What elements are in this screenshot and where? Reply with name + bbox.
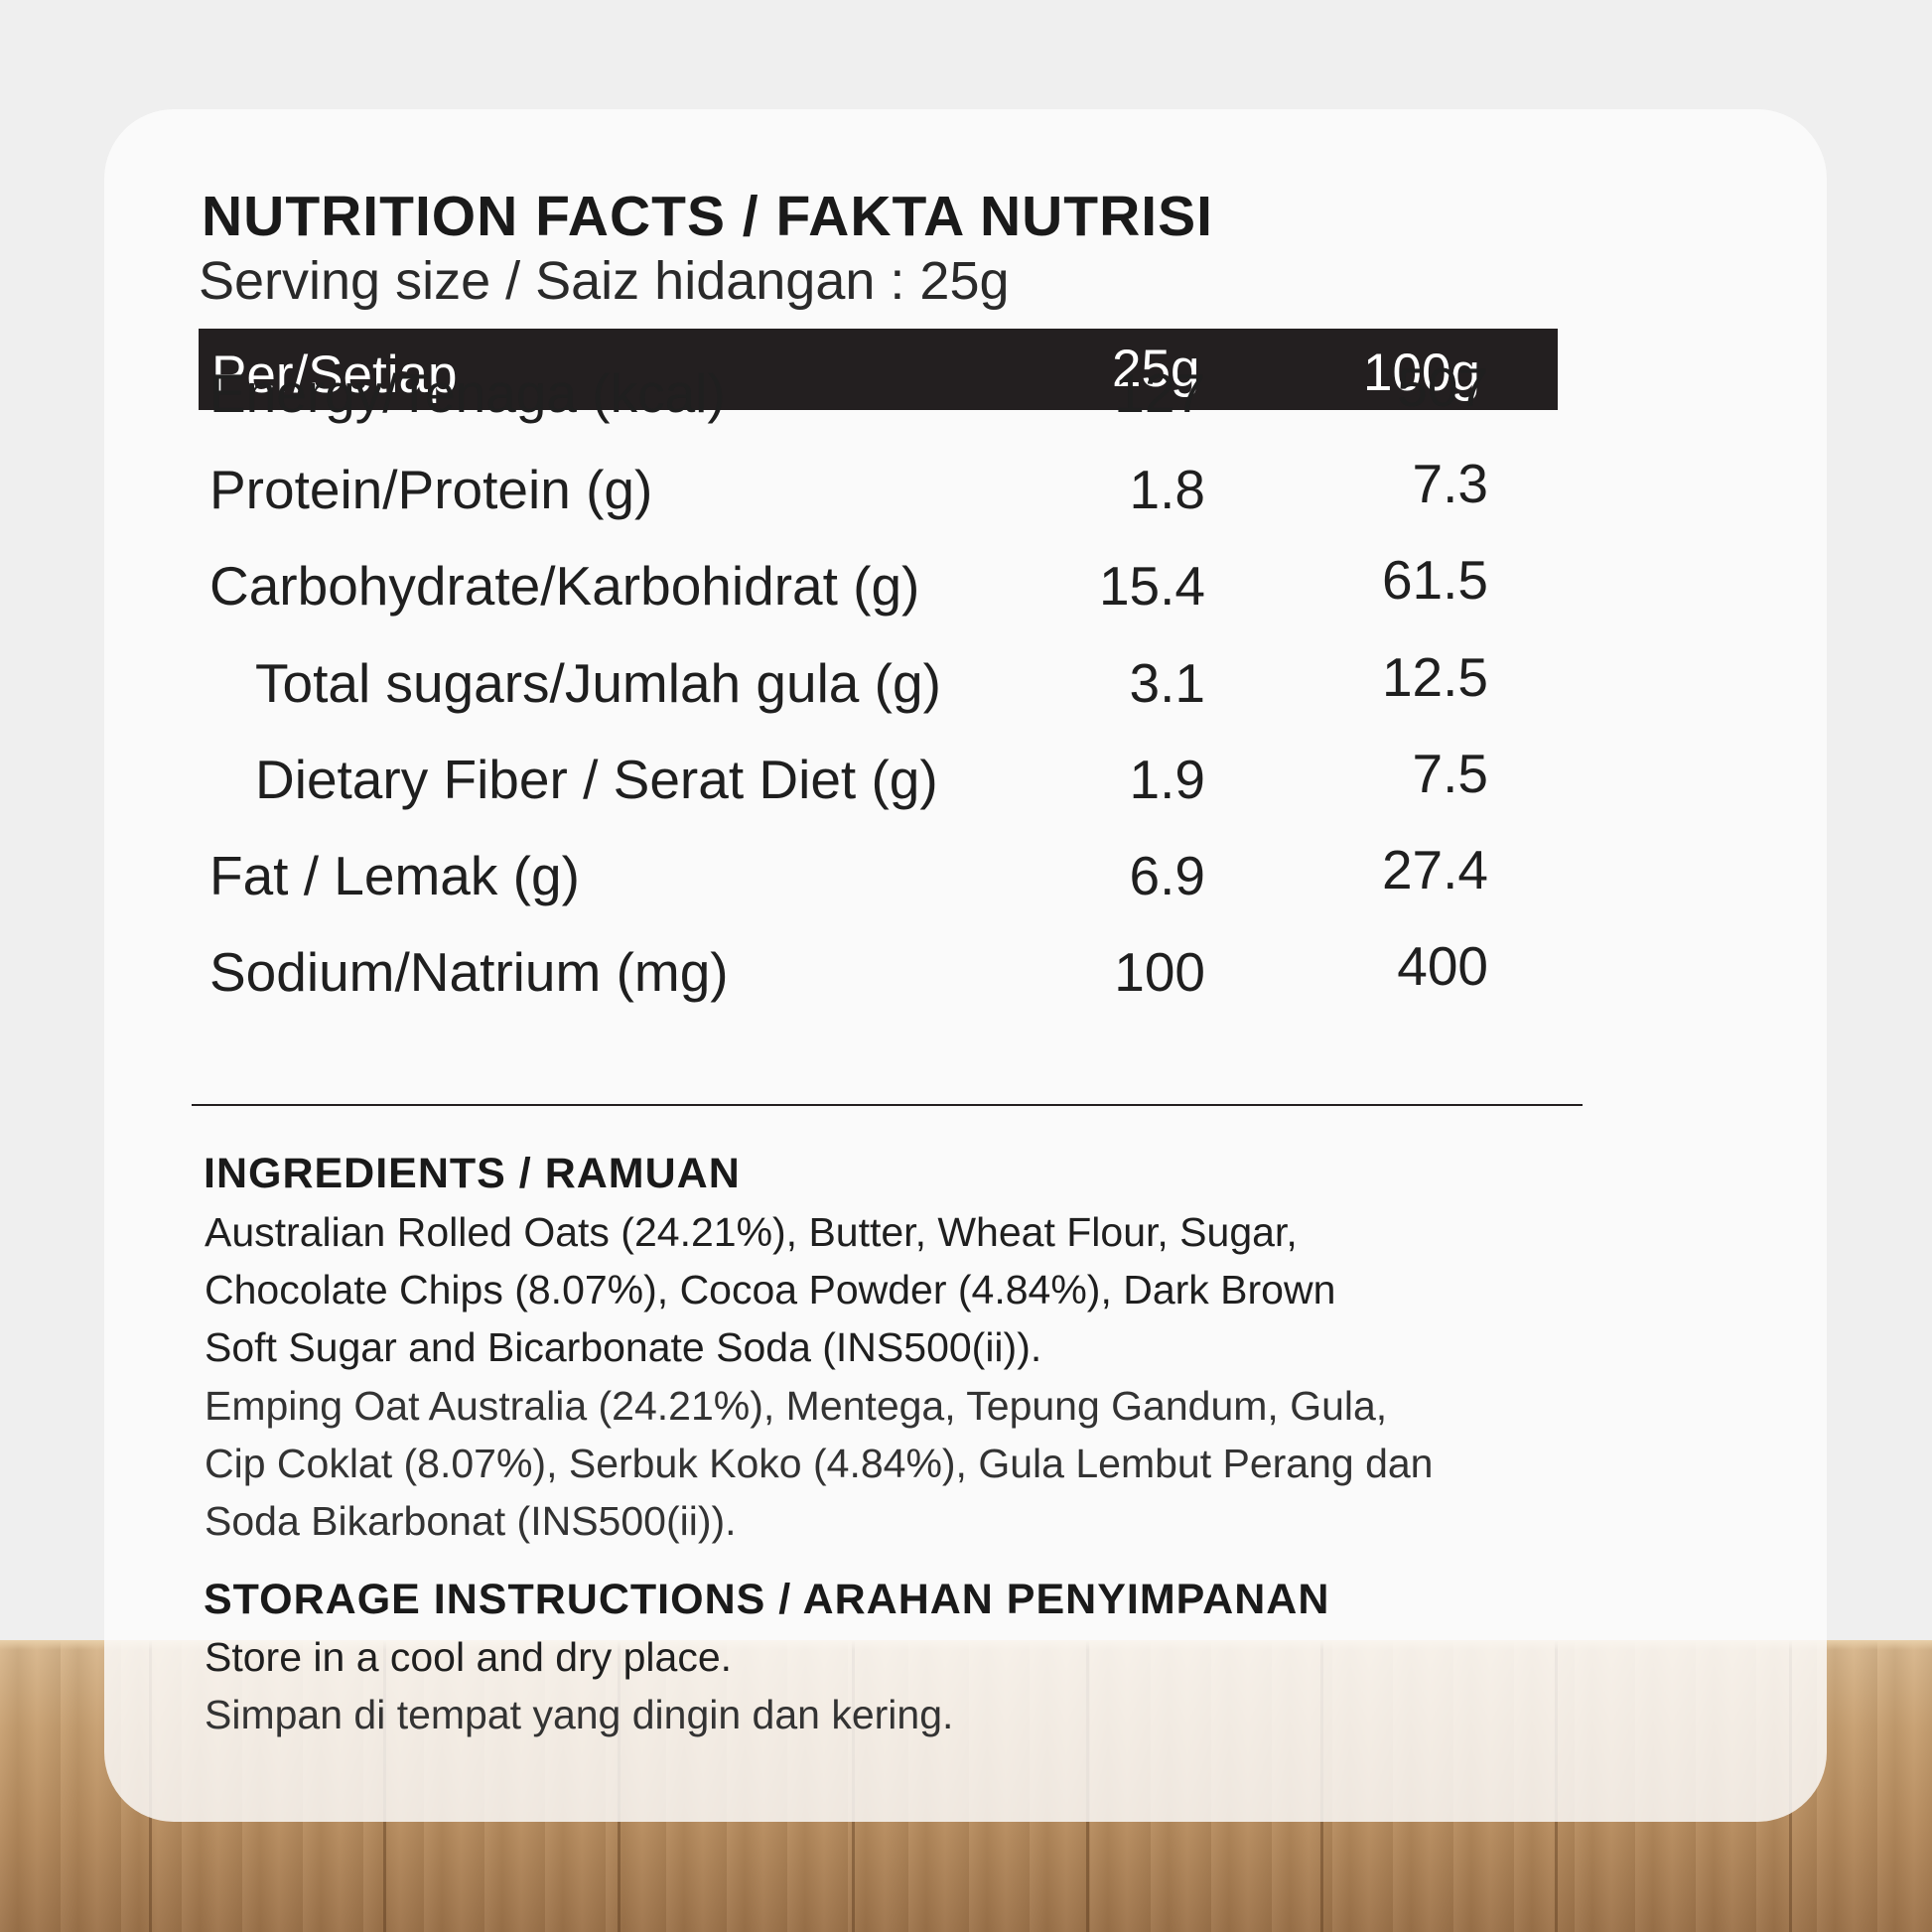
header-col-100g: 100g [1363,344,1480,402]
row-label: Energy/Tenaga (kcal) [209,362,726,424]
row-label: Protein/Protein (g) [209,459,653,520]
row-label: Total sugars/Jumlah gula (g) [255,652,941,714]
serving-size: Serving size / Saiz hidangan : 25g [199,251,1010,311]
row-value-25g: 6.9 [1129,845,1205,906]
ingredients-malay: Emping Oat Australia (24.21%), Mentega, … [205,1377,1434,1550]
row-label: Sodium/Natrium (mg) [209,941,729,1003]
row-value-25g: 100 [1114,941,1205,1003]
table-row-fat: Fat / Lemak (g) 6.9 27.4 [199,839,1558,913]
ingredients-malay-line: Soda Bikarbonat (INS500(ii)). [205,1498,737,1544]
row-value-25g: 1.8 [1129,459,1205,520]
row-value-100g: 12.5 [1381,646,1488,708]
row-value-100g: 7.5 [1412,743,1488,804]
table-row-protein: Protein/Protein (g) 1.8 7.3 [199,453,1558,527]
storage-malay: Simpan di tempat yang dingin dan kering. [205,1692,954,1737]
page-title: NUTRITION FACTS / FAKTA NUTRISI [202,185,1213,248]
table-row-total-sugars: Total sugars/Jumlah gula (g) 3.1 12.5 [199,646,1558,721]
ingredients-english-line: Soft Sugar and Bicarbonate Soda (INS500(… [205,1324,1042,1370]
row-value-100g: 27.4 [1381,839,1488,900]
ingredients-malay-line: Emping Oat Australia (24.21%), Mentega, … [205,1383,1388,1429]
table-row-dietary-fiber: Dietary Fiber / Serat Diet (g) 1.9 7.5 [199,743,1558,817]
table-row-sodium: Sodium/Natrium (mg) 100 400 [199,935,1558,1010]
row-value-100g: 400 [1397,935,1488,997]
row-value-25g: 15.4 [1098,555,1205,617]
table-row-energy: Energy/Tenaga (kcal) 127 507 [199,356,1558,431]
row-value-25g: 127 [1114,362,1205,424]
header-per-label: Per/Setiap [211,345,458,404]
ingredients-heading: INGREDIENTS / RAMUAN [204,1150,741,1197]
row-value-100g: 507 [1397,356,1488,418]
row-label: Dietary Fiber / Serat Diet (g) [255,749,938,810]
table-bottom-rule [192,1104,1583,1106]
ingredients-malay-line: Cip Coklat (8.07%), Serbuk Koko (4.84%),… [205,1441,1434,1486]
row-label: Carbohydrate/Karbohidrat (g) [209,555,920,617]
row-value-100g: 7.3 [1412,453,1488,514]
header-col-25g: 25g [1112,340,1200,398]
ingredients-english-line: Chocolate Chips (8.07%), Cocoa Powder (4… [205,1267,1336,1312]
row-value-100g: 61.5 [1381,549,1488,611]
storage-english: Store in a cool and dry place. [205,1634,733,1680]
row-label: Fat / Lemak (g) [209,845,580,906]
row-value-25g: 3.1 [1129,652,1205,714]
storage-instructions: Store in a cool and dry place. Simpan di… [205,1628,953,1743]
row-value-25g: 1.9 [1129,749,1205,810]
table-row-carbohydrate: Carbohydrate/Karbohidrat (g) 15.4 61.5 [199,549,1558,623]
storage-heading: STORAGE INSTRUCTIONS / ARAHAN PENYIMPANA… [204,1576,1330,1623]
nutrition-table-header: Per/Setiap 25g 100g [199,329,1558,410]
ingredients-english-line: Australian Rolled Oats (24.21%), Butter,… [205,1209,1298,1255]
ingredients-english: Australian Rolled Oats (24.21%), Butter,… [205,1203,1335,1376]
